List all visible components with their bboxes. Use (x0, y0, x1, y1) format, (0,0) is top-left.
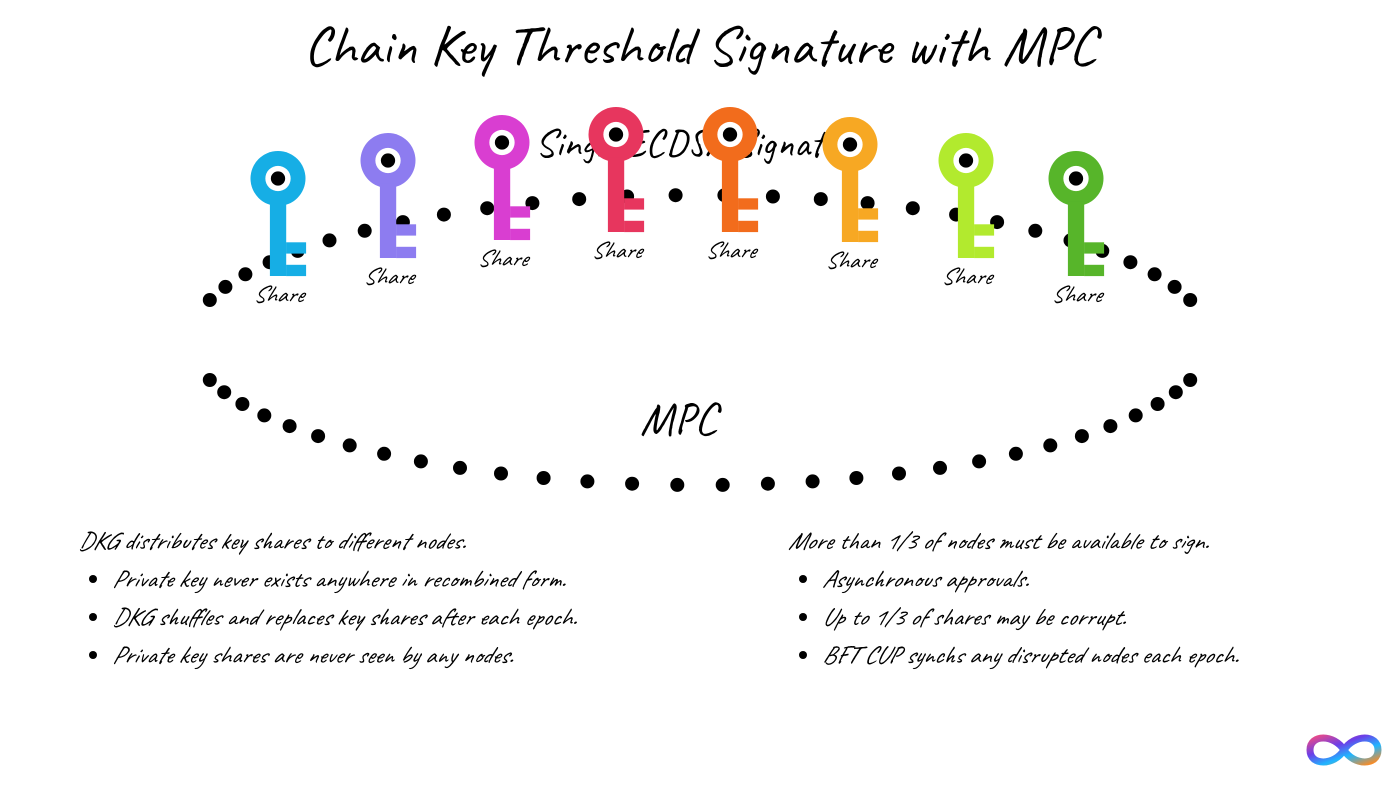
ellipse-dot (761, 477, 775, 491)
ellipse-dot (323, 233, 337, 247)
ellipse-dot (217, 385, 231, 399)
ellipse-dot (311, 429, 325, 443)
bullet-item: Private key shares are never seen by any… (112, 639, 698, 671)
key-icon (939, 133, 995, 258)
ellipse-dot (1075, 429, 1089, 443)
ellipse-dot (1169, 385, 1183, 399)
ellipse-dot (257, 408, 271, 422)
share-label: Share (363, 262, 413, 292)
ellipse-dot (218, 280, 232, 294)
ellipse-dot (358, 224, 372, 238)
ellipse-dot (537, 471, 551, 485)
key-icon (823, 117, 879, 242)
share-label: Share (591, 236, 641, 266)
bullet-item: BFT CUP synchs any disrupted nodes each … (822, 639, 1348, 671)
share-label: Share (825, 246, 875, 276)
ellipse-dot (766, 190, 780, 204)
key-icon (703, 107, 759, 232)
ellipse-dot (1043, 438, 1057, 452)
share-label: Share (941, 262, 991, 292)
ellipse-dot (414, 454, 428, 468)
ellipse-dot (480, 201, 494, 215)
right-bullets: Asynchronous approvals. Up to 1/3 of shar… (788, 563, 1348, 671)
key-icon (475, 115, 531, 240)
ellipse-dot (1129, 408, 1143, 422)
ellipse-dot (1123, 255, 1137, 269)
ellipse-dot (203, 293, 217, 307)
ellipse-dot (861, 196, 875, 210)
ellipse-dot (906, 201, 920, 215)
ellipse-dot (437, 208, 451, 222)
ellipse-dot (572, 192, 586, 206)
ellipse-dot (1183, 373, 1197, 387)
ellipse-dot (1148, 267, 1162, 281)
ellipse-dot (1009, 447, 1023, 461)
ellipse-dot (494, 467, 508, 481)
ellipse-dot (1028, 224, 1042, 238)
share-label: Share (477, 244, 527, 274)
bullet-item: Private key never exists anywhere in rec… (112, 563, 698, 595)
key-icon (589, 107, 645, 232)
left-lead: DKG distributes key shares to different … (78, 525, 698, 557)
ellipse-dot (343, 438, 357, 452)
ellipse-dot (1168, 280, 1182, 294)
ellipse-dot (377, 447, 391, 461)
right-lead: More than 1/3 of nodes must be available… (788, 525, 1348, 557)
ellipse-dot (849, 471, 863, 485)
left-column: DKG distributes key shares to different … (78, 525, 698, 677)
key-icon (361, 133, 417, 258)
ellipse-dot (1151, 397, 1165, 411)
ellipse-dot (670, 478, 684, 492)
ellipse-dot (1103, 419, 1117, 433)
ellipse-dot (238, 267, 252, 281)
ellipse-dot (283, 419, 297, 433)
ellipse-dot (235, 397, 249, 411)
ellipse-dot (203, 373, 217, 387)
ellipse-dot (1183, 293, 1197, 307)
ellipse-dot (933, 461, 947, 475)
ellipse-dot (716, 478, 730, 492)
infinity-logo-icon (1300, 728, 1388, 772)
bullet-item: DKG shuffles and replaces key shares aft… (112, 601, 698, 633)
share-label: Share (705, 236, 755, 266)
ellipse-dot (669, 188, 683, 202)
ellipse-dot (814, 192, 828, 206)
ellipse-dot (453, 461, 467, 475)
ellipse-dot (972, 454, 986, 468)
ellipse-dot (806, 474, 820, 488)
key-icon (1049, 151, 1105, 276)
left-bullets: Private key never exists anywhere in rec… (78, 563, 698, 671)
ellipse-dot (892, 467, 906, 481)
right-column: More than 1/3 of nodes must be available… (788, 525, 1348, 677)
share-label: Share (253, 280, 303, 310)
bullet-item: Asynchronous approvals. (822, 563, 1348, 595)
ellipse-dot (580, 474, 594, 488)
share-label: Share (1051, 280, 1101, 310)
bullet-item: Up to 1/3 of shares may be corrupt. (822, 601, 1348, 633)
ellipse-dot (625, 477, 639, 491)
